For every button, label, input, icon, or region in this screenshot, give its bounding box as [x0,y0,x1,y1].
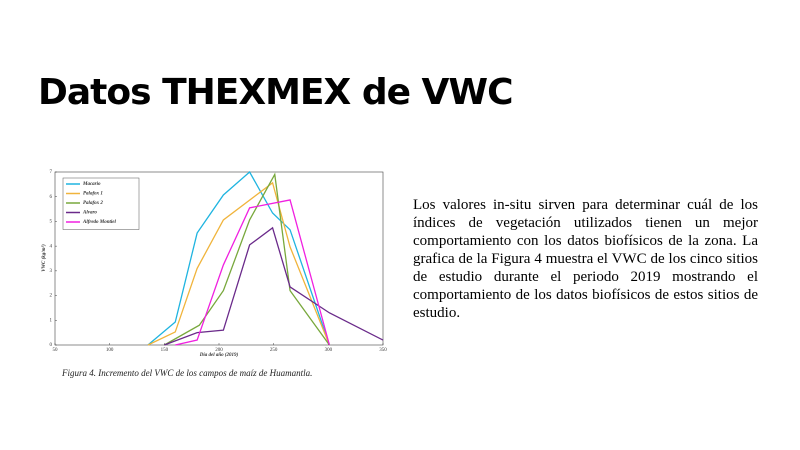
legend-label: Palafox 1 [83,192,103,197]
y-tick-label: 4 [50,244,53,249]
y-tick-label: 7 [50,170,53,175]
x-tick-label: 100 [106,348,114,353]
y-tick-label: 0 [50,343,53,348]
x-tick-label: 300 [325,348,333,353]
y-tick-label: 2 [50,294,53,299]
x-tick-label: 50 [53,348,59,353]
series-line [164,226,384,346]
y-tick-label: 5 [50,220,53,225]
y-tick-label: 1 [50,318,53,323]
slide-title: Datos THEXMEX de VWC [38,72,514,113]
series-line [164,172,330,346]
legend-label: Alfredo Montiel [82,220,117,225]
x-tick-label: 250 [270,348,278,353]
y-axis-label: VWC (kg/m³) [41,244,47,272]
x-tick-label: 150 [161,348,169,353]
legend-label: Palafox 2 [83,201,103,206]
figure-caption: Figura 4. Incremento del VWC de los camp… [62,368,313,378]
series-line [175,199,331,346]
y-tick-label: 6 [50,195,53,200]
x-tick-label: 200 [215,348,223,353]
legend-label: Macario [82,182,101,187]
series-line [147,170,331,346]
y-tick-label: 3 [50,269,53,274]
x-tick-label: 350 [379,348,387,353]
x-axis-label: Día del año (2019) [199,353,239,358]
paragraph: Los valores in-situ sirven para determin… [413,197,758,321]
series-line [147,181,331,346]
legend-label: Alvaro [82,211,97,216]
